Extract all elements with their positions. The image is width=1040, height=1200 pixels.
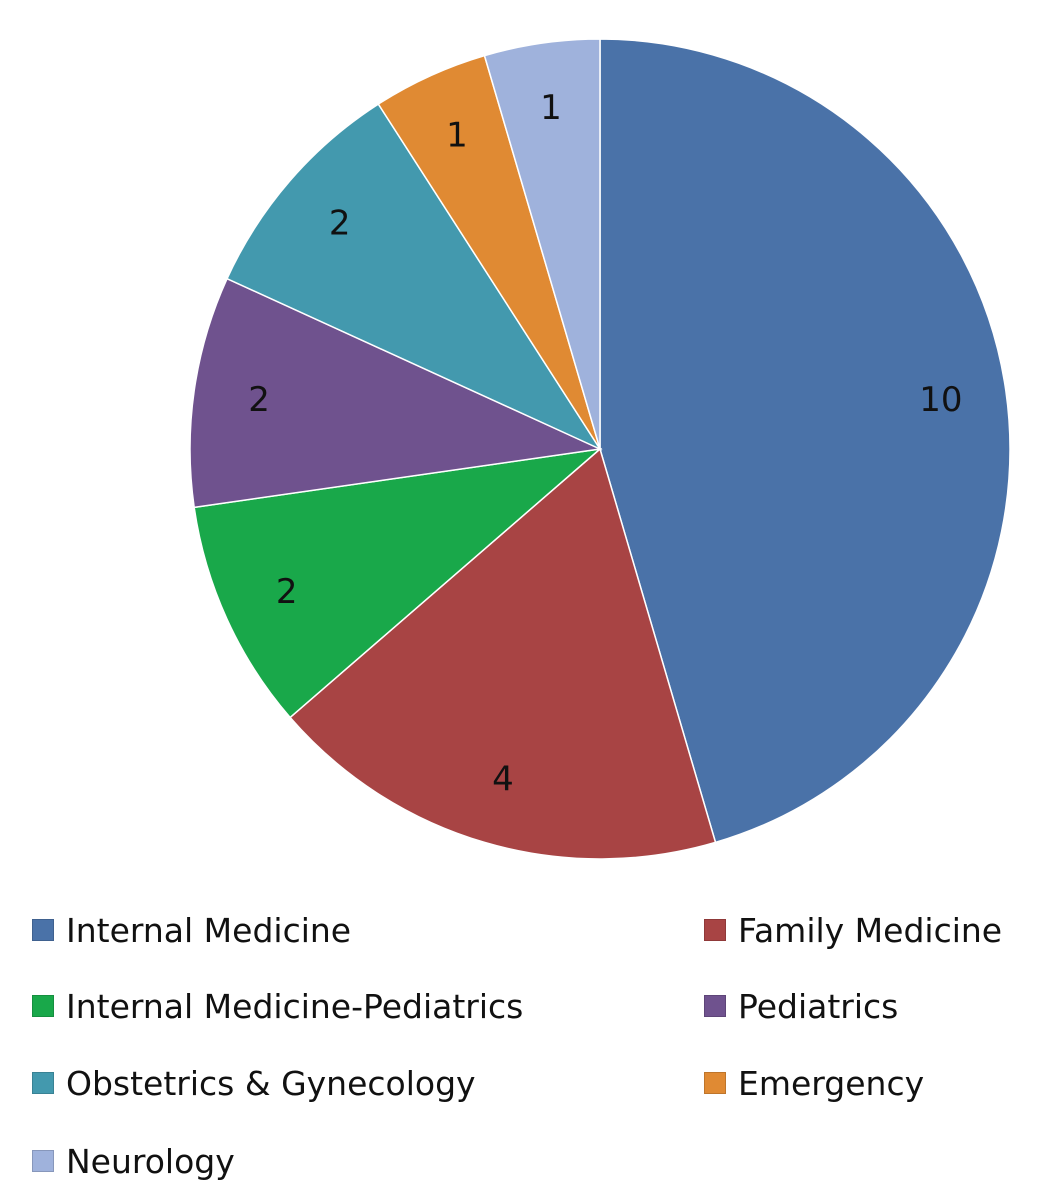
data-label: 1 [446, 116, 468, 156]
legend: Internal Medicine Family Medicine Intern… [0, 880, 1040, 1200]
pie-slice-internal-medicine-pediatrics [193, 447, 603, 719]
legend-swatch [32, 1072, 54, 1094]
legend-label: Neurology [66, 1141, 235, 1181]
legend-item-family-medicine: Family Medicine [704, 905, 1002, 955]
legend-item-emergency: Emergency [704, 1058, 924, 1108]
legend-label: Internal Medicine-Pediatrics [66, 986, 524, 1026]
legend-swatch [32, 995, 54, 1017]
legend-swatch [704, 995, 726, 1017]
legend-label: Pediatrics [738, 986, 899, 1026]
pie-slice-family-medicine [289, 447, 717, 860]
data-label: 2 [248, 380, 270, 420]
legend-item-internal-medicine: Internal Medicine [32, 905, 351, 955]
pie-slice-obstetrics-gynecology [226, 103, 603, 451]
data-label: 10 [919, 380, 962, 420]
pie-slices [189, 38, 1011, 860]
legend-item-pediatrics: Pediatrics [704, 981, 898, 1031]
data-label: 2 [329, 203, 351, 243]
legend-swatch [704, 1072, 726, 1094]
legend-label: Internal Medicine [66, 910, 352, 950]
legend-swatch [32, 1150, 54, 1172]
legend-swatch [32, 919, 54, 941]
legend-swatch [704, 919, 726, 941]
legend-item-internal-medicine-pediatrics: Internal Medicine-Pediatrics [32, 981, 523, 1031]
legend-label: Emergency [738, 1063, 925, 1103]
data-label: 4 [492, 759, 514, 799]
legend-item-neurology: Neurology [32, 1136, 235, 1186]
data-labels: 10 4 2 2 2 1 1 [248, 88, 962, 799]
data-label: 2 [276, 572, 298, 612]
pie-slice-neurology [483, 38, 601, 450]
pie-slice-pediatrics [189, 277, 603, 509]
data-label: 1 [540, 88, 562, 128]
legend-label: Family Medicine [738, 910, 1003, 950]
pie-chart: 10 4 2 2 2 1 1 [189, 38, 1011, 860]
legend-item-obstetrics-gynecology: Obstetrics & Gynecology [32, 1058, 476, 1108]
legend-label: Obstetrics & Gynecology [66, 1063, 476, 1103]
pie-slice-internal-medicine [599, 38, 1011, 844]
